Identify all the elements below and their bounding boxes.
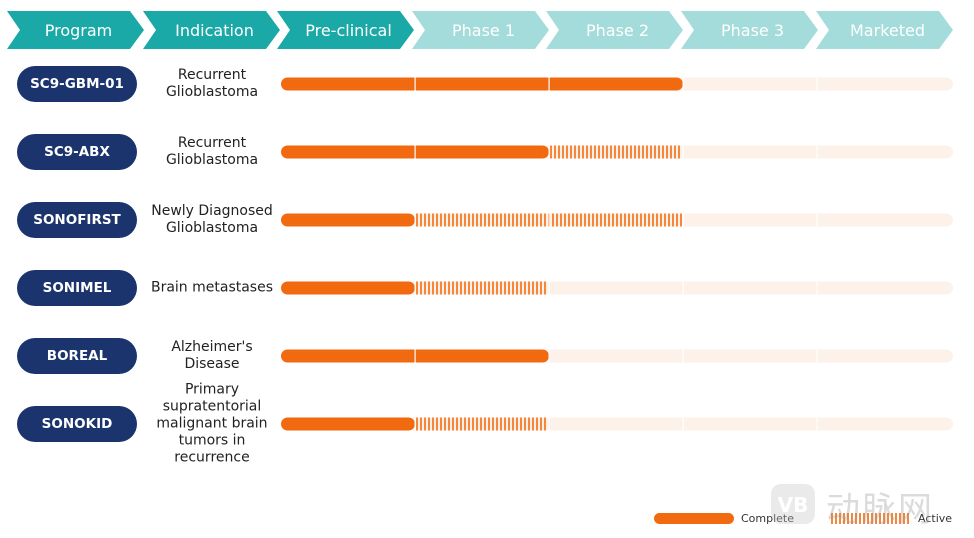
stage-divider	[816, 145, 818, 159]
svg-text:VB: VB	[778, 493, 809, 517]
indication-line: Glioblastoma	[165, 220, 259, 236]
bar-active	[550, 145, 680, 159]
indication-text: Brain metastases	[144, 280, 280, 297]
stage-divider	[682, 417, 684, 431]
indication-line: Recurrent	[177, 135, 247, 151]
program-label: SONOKID	[17, 406, 137, 442]
stage-header-program: Program	[7, 11, 144, 49]
indication-text: Alzheimer's Disease	[144, 339, 280, 373]
stage-header-indication: Indication	[143, 11, 280, 49]
indication-line: Glioblastoma	[165, 152, 259, 168]
stage-divider	[816, 349, 818, 363]
stage-divider	[414, 77, 416, 91]
indication-line: recurrence	[174, 449, 250, 466]
program-label: SC9-GBM-01	[17, 66, 137, 102]
stage-divider	[548, 281, 550, 295]
indication-line: Newly Diagnosed	[151, 203, 273, 219]
program-bar	[281, 213, 953, 227]
stage-header-marketed: Marketed	[816, 11, 953, 49]
program-label: SC9-ABX	[17, 134, 137, 170]
stage-divider	[548, 417, 550, 431]
stage-divider	[414, 281, 416, 295]
legend-label-complete: Complete	[741, 512, 795, 525]
program-bar	[281, 349, 953, 363]
legend-swatch-active	[831, 513, 909, 524]
stage-divider	[682, 213, 684, 227]
indication-line: Glioblastoma	[165, 84, 259, 100]
program-bar	[281, 281, 953, 295]
program-bar	[281, 417, 953, 431]
stage-divider	[816, 417, 818, 431]
bar-active	[416, 417, 546, 431]
stage-divider	[682, 349, 684, 363]
indication-line: tumors in	[178, 432, 246, 449]
indication-text: Primary supratentorial malignant brain tumo…	[144, 382, 280, 467]
program-label: SONIMEL	[17, 270, 137, 306]
stage-divider	[548, 77, 550, 91]
bar-active	[416, 281, 546, 295]
indication-line: Alzheimer's	[171, 339, 253, 355]
stage-divider	[816, 281, 818, 295]
bar-complete	[281, 417, 415, 431]
indication-text: Newly Diagnosed Glioblastoma	[144, 203, 280, 237]
stage-header: Program Indication Pre-clinical Phase 1 Phas…	[0, 0, 974, 60]
stage-divider	[414, 349, 416, 363]
watermark-text: 动脉网	[826, 490, 934, 530]
watermark-logo: VB 动脉网	[768, 480, 968, 530]
indication-text: Recurrent Glioblastoma	[144, 135, 280, 169]
stage-divider	[816, 77, 818, 91]
stage-divider	[548, 213, 550, 227]
indication-line: Disease	[184, 356, 240, 372]
stage-header-phase-2: Phase 2	[546, 11, 683, 49]
stage-divider	[816, 213, 818, 227]
indication-text: Recurrent Glioblastoma	[144, 67, 280, 101]
legend-label-active: Active	[918, 512, 953, 525]
stage-divider	[548, 145, 550, 159]
stage-divider	[414, 213, 416, 227]
program-bar	[281, 145, 953, 159]
stage-header-phase-3: Phase 3	[681, 11, 818, 49]
stage-header-phase-1: Phase 1	[412, 11, 549, 49]
stage-divider	[682, 77, 684, 91]
bar-complete	[281, 77, 683, 91]
indication-line: malignant brain	[156, 415, 268, 432]
indication-line: Brain metastases	[150, 279, 274, 296]
legend-swatch-complete	[654, 513, 734, 524]
stage-divider	[548, 349, 550, 363]
vb-logo-icon: VB	[771, 484, 815, 524]
indication-line: supratentorial	[162, 398, 262, 415]
bar-complete	[281, 281, 415, 295]
program-label: BOREAL	[17, 338, 137, 374]
program-bar	[281, 77, 953, 91]
bar-complete	[281, 213, 415, 227]
bar-active	[416, 213, 682, 227]
stage-divider	[682, 281, 684, 295]
program-label: SONOFIRST	[17, 202, 137, 238]
indication-line: Primary	[184, 381, 240, 398]
stage-divider	[414, 145, 416, 159]
stage-divider	[414, 417, 416, 431]
indication-line: Recurrent	[177, 67, 247, 83]
stage-header-pre-clinical: Pre-clinical	[277, 11, 414, 49]
stage-divider	[682, 145, 684, 159]
